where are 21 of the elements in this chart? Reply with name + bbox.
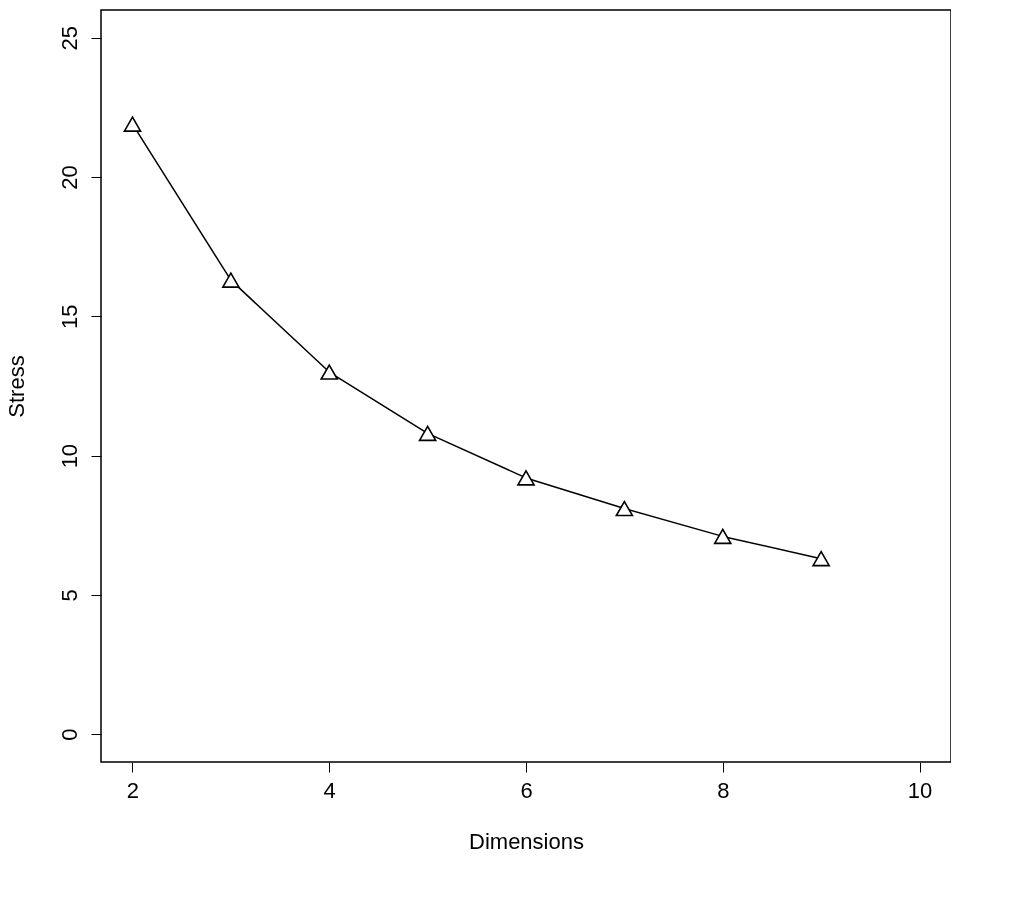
y-tick-label: 15 bbox=[56, 304, 82, 330]
x-axis-title: Dimensions bbox=[469, 828, 584, 854]
y-tick-label: 5 bbox=[56, 589, 82, 602]
point bbox=[123, 116, 142, 132]
y-axis-title: Stress bbox=[3, 355, 29, 418]
x-tick-label: 10 bbox=[907, 777, 933, 803]
y-tick-label: 10 bbox=[56, 443, 82, 469]
point bbox=[222, 272, 240, 288]
x-tick-label: 6 bbox=[520, 777, 533, 803]
x-tick-label: 8 bbox=[717, 777, 730, 803]
y-tick-label: 0 bbox=[56, 728, 82, 741]
point bbox=[517, 470, 535, 486]
point bbox=[418, 425, 437, 442]
y-tick-label: 25 bbox=[56, 26, 82, 51]
x-tick-label: 2 bbox=[126, 777, 140, 803]
point bbox=[713, 528, 732, 545]
point bbox=[615, 500, 634, 517]
x-tick-label: 4 bbox=[323, 777, 336, 803]
y-tick-label: 20 bbox=[56, 165, 82, 190]
point bbox=[320, 364, 339, 380]
point bbox=[812, 550, 830, 567]
